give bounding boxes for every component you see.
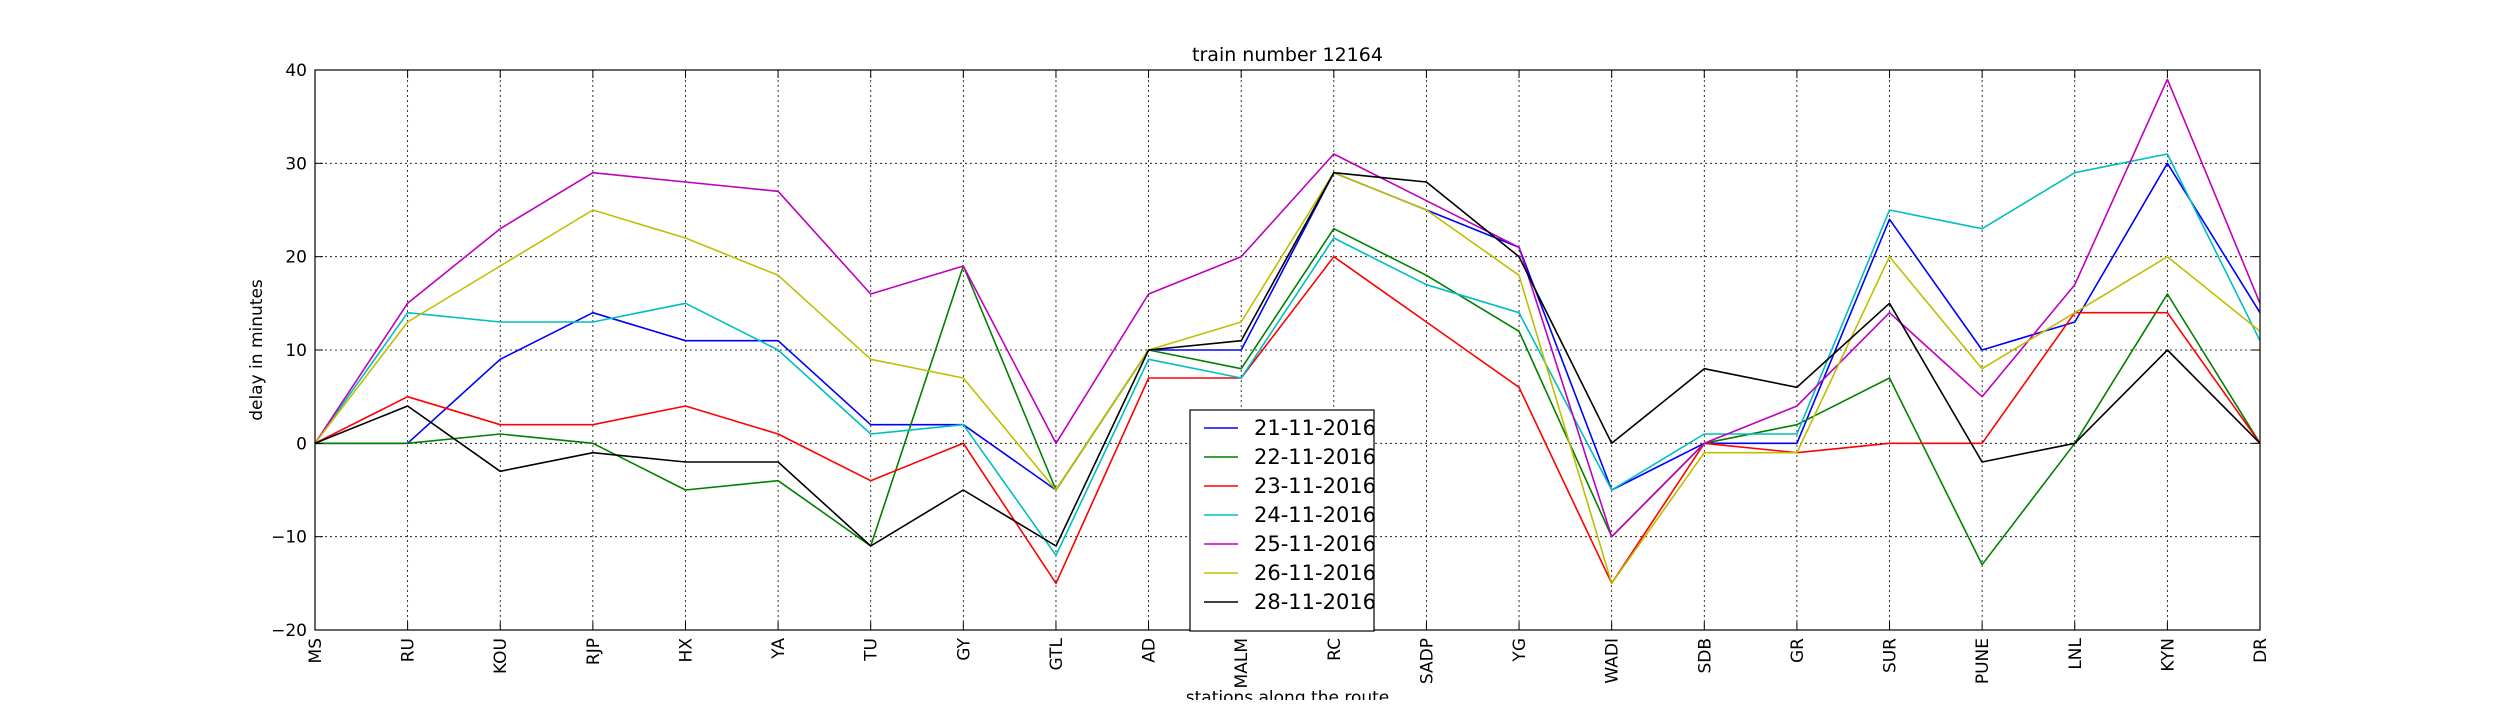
series-line-21-11-2016 xyxy=(315,162,2261,491)
x-tick-label: WADI xyxy=(1603,638,1623,684)
legend-label: 24-11-2016 xyxy=(1254,503,1376,527)
series-line-24-11-2016 xyxy=(314,153,2261,557)
y-tick-label: 0 xyxy=(296,434,307,454)
x-tick-label: YG xyxy=(1510,638,1530,663)
series-line-25-11-2016 xyxy=(314,78,2261,538)
x-tick-label: RU xyxy=(399,638,419,662)
y-tick-label: 10 xyxy=(285,341,307,361)
y-axis-ticks: −20 −10 0 10 20 30 40 xyxy=(271,61,2260,641)
x-tick-label: AD xyxy=(1140,638,1160,663)
chart-title: train number 12164 xyxy=(1192,44,1383,66)
x-tick-label: SADP xyxy=(1417,638,1437,684)
x-tick-label: GTL xyxy=(1047,637,1067,670)
y-axis-label: delay in minutes xyxy=(247,279,267,421)
x-tick-label: PUNE xyxy=(1973,638,1993,684)
legend-label: 21-11-2016 xyxy=(1254,416,1376,440)
x-tick-label: YA xyxy=(769,638,789,660)
y-tick-label: −10 xyxy=(271,528,307,548)
x-tick-label: TU xyxy=(862,638,882,662)
x-tick-label: SDB xyxy=(1695,638,1715,674)
legend-label: 23-11-2016 xyxy=(1254,474,1376,498)
legend-label: 26-11-2016 xyxy=(1254,561,1376,585)
y-tick-label: 20 xyxy=(285,248,307,268)
x-tick-label: HX xyxy=(676,638,696,663)
y-tick-label: 30 xyxy=(285,154,307,174)
x-tick-label: MS xyxy=(306,638,326,663)
series-line-22-11-2016 xyxy=(315,227,2261,566)
x-tick-label: GY xyxy=(954,637,974,660)
series-line-28-11-2016 xyxy=(314,171,2261,547)
x-tick-label: LNL xyxy=(2066,637,2086,669)
x-tick-label: SUR xyxy=(1881,638,1901,673)
legend-label: 25-11-2016 xyxy=(1254,532,1376,556)
legend: 21-11-2016 22-11-2016 23-11-2016 24-11-2016… xyxy=(1189,409,1376,632)
series-line-23-11-2016 xyxy=(314,255,2261,585)
x-tick-label: KOU xyxy=(491,638,511,674)
grid xyxy=(315,70,2260,630)
y-tick-label: −20 xyxy=(271,621,307,641)
y-tick-label: 40 xyxy=(285,61,307,81)
x-tick-label: KYN xyxy=(2158,638,2178,672)
series-lines xyxy=(314,78,2261,585)
legend-box xyxy=(1189,409,1375,632)
legend-label: 22-11-2016 xyxy=(1254,445,1376,469)
legend-label: 28-11-2016 xyxy=(1254,590,1376,614)
x-tick-label: GR xyxy=(1788,638,1808,663)
x-tick-label: DR xyxy=(2251,638,2271,663)
series-line-26-11-2016 xyxy=(314,171,2261,585)
x-axis-ticks: MS RU KOU RJP HX YA TU GY GTL AD MALM RC SADP YG WADI S… xyxy=(306,70,2271,688)
x-tick-label: RC xyxy=(1325,638,1345,661)
x-tick-label: MALM xyxy=(1232,638,1252,688)
x-axis-label: stations along the route xyxy=(1186,688,1390,700)
x-tick-label: RJP xyxy=(584,638,604,665)
